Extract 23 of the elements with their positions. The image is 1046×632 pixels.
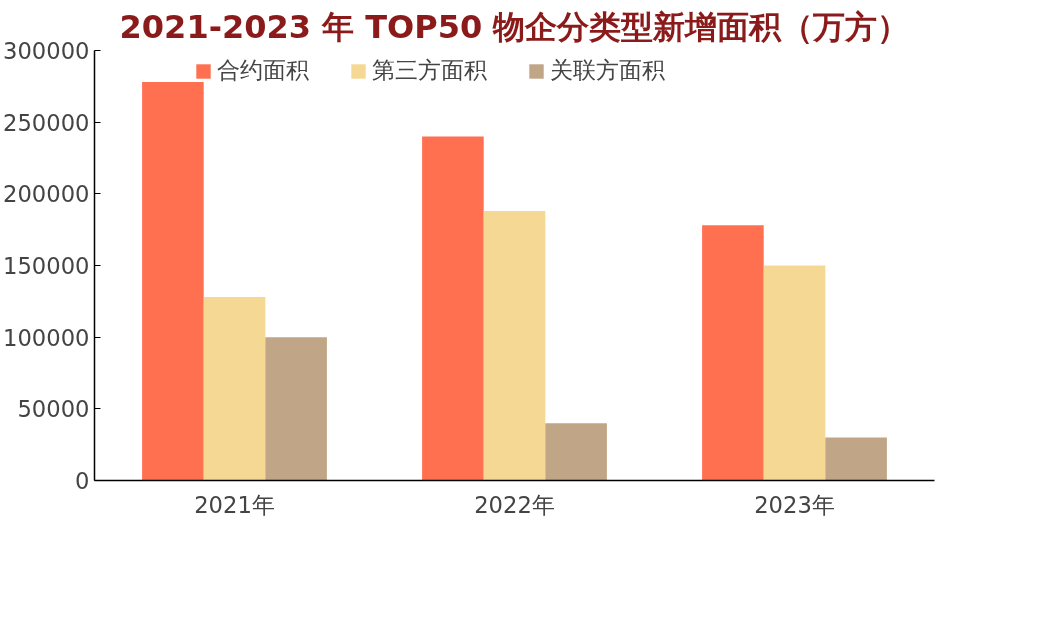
legend-label: 合约面积 — [217, 56, 309, 85]
bar — [265, 337, 327, 481]
bar — [825, 437, 887, 481]
y-tick-label: 0 — [75, 468, 90, 494]
y-tick-label: 300000 — [3, 38, 90, 64]
bar — [545, 423, 607, 481]
y-tick-label: 100000 — [3, 324, 90, 351]
legend-label: 第三方面积 — [372, 56, 487, 85]
bar — [483, 211, 546, 481]
y-tick-label: 250000 — [3, 109, 90, 136]
x-tick-label: 2021年 — [194, 491, 275, 518]
bar — [203, 297, 266, 481]
bar — [763, 265, 826, 481]
bar — [422, 136, 484, 481]
bar — [142, 82, 204, 481]
legend-label: 关联方面积 — [550, 56, 665, 85]
x-tick-label: 2022年 — [474, 491, 555, 518]
bar — [702, 225, 764, 481]
x-tick-label: 2023年 — [754, 491, 835, 518]
y-tick-label: 200000 — [3, 181, 90, 208]
y-tick-label: 50000 — [17, 396, 90, 423]
chart-title: 2021-2023 年 TOP50 物企分类型新增面积（万方） — [119, 7, 910, 46]
y-tick-label: 150000 — [3, 253, 90, 279]
